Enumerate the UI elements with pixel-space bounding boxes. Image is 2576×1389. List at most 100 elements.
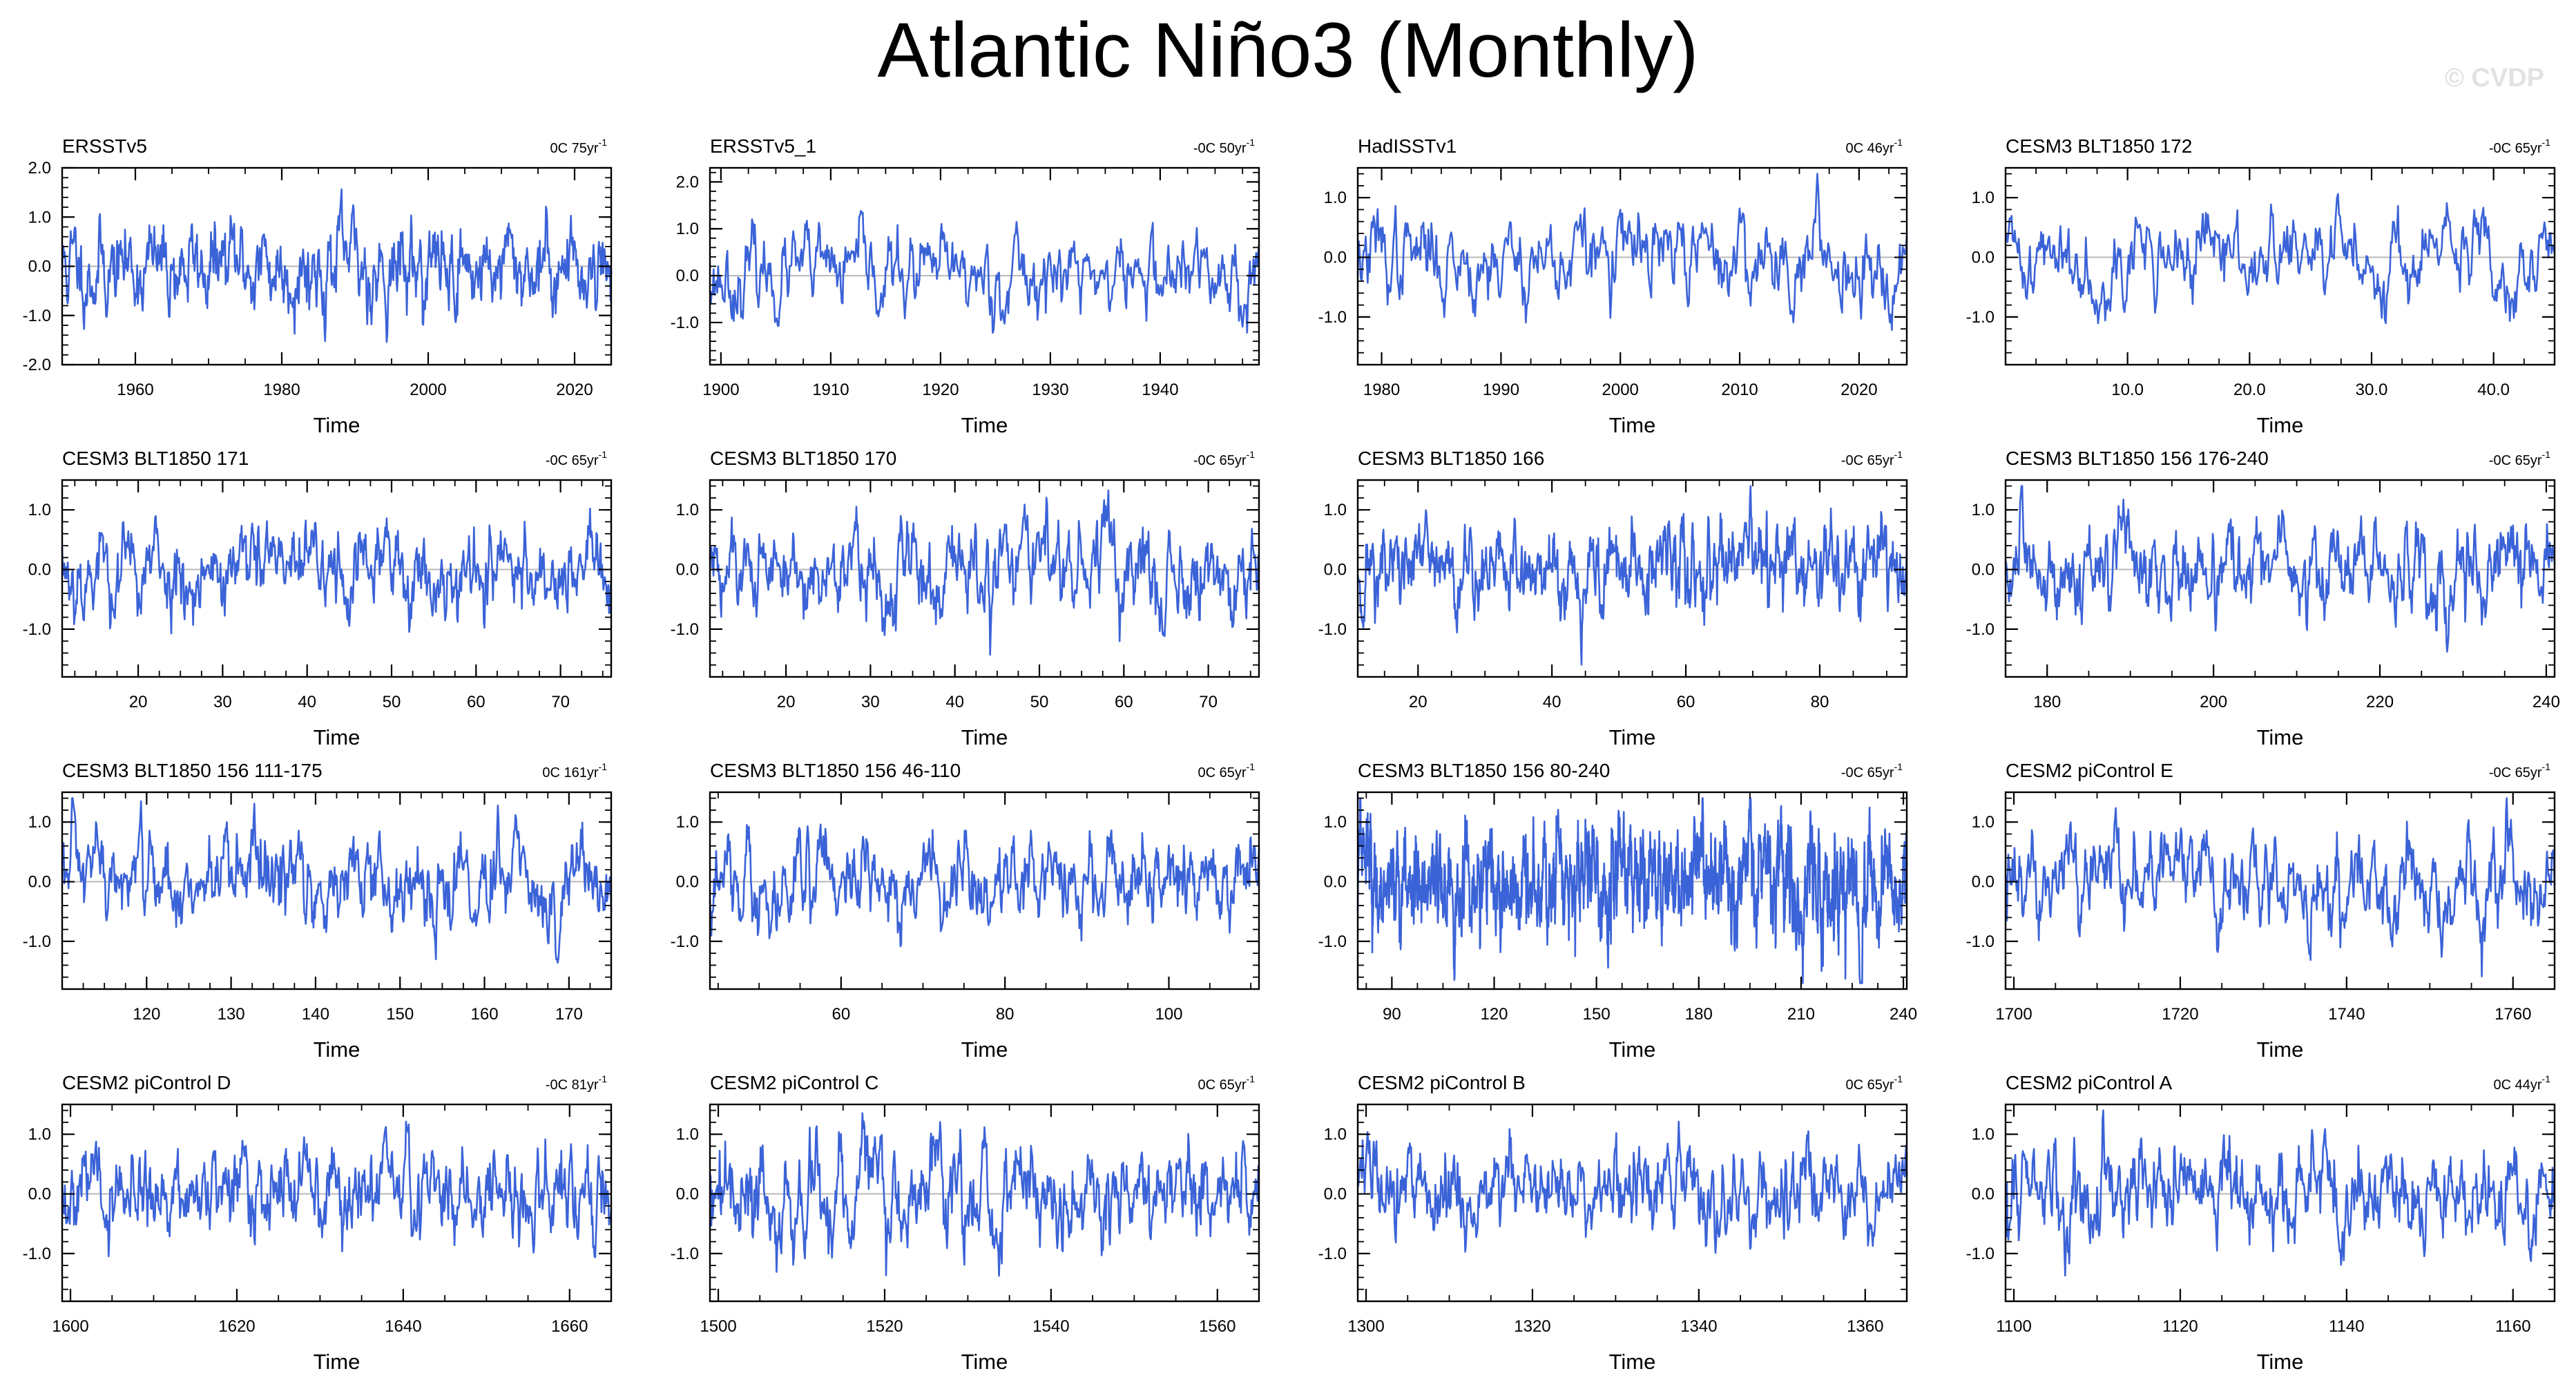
x-tick-label: 1960 [117,381,153,399]
chart-panel: 1960 1980 2000 2020 -2.0 -1.0 0.0 1.0 2.0 ERSSTv5… [23,135,613,437]
panel-stat: -0C 65yr-1 [1841,449,1903,468]
panel-title: CESM2 piControl C [710,1072,878,1093]
plot-frame [61,1103,613,1303]
series-line [709,1112,1260,1277]
series-line [61,797,613,964]
y-tick-label: -1.0 [1318,932,1347,951]
x-tick-label: 40 [298,693,316,711]
series-line [709,823,1260,948]
x-tick-label: 60 [1677,693,1695,711]
y-tick-label: -1.0 [1966,620,1995,639]
x-tick-label: 30 [861,693,880,711]
series-line [1356,1120,1908,1254]
chart-panel: 1980 1990 2000 2010 2020 -1.0 0.0 1.0 HadISSTv1 0… [1318,135,1908,437]
x-tick-label: 10.0 [2111,381,2144,399]
x-tick-label: 1600 [52,1317,88,1336]
x-axis-label: Time [314,1037,361,1062]
y-tick-label: 0.0 [1324,873,1347,892]
x-tick-label: 20 [777,693,796,711]
y-tick-label: 0.0 [1324,561,1347,579]
x-tick-label: 1500 [700,1317,736,1336]
series-line [2004,193,2556,325]
y-tick-label: 0.0 [28,258,51,276]
x-tick-label: 100 [1155,1005,1182,1024]
chart-panel: 10.0 20.0 30.0 40.0 -1.0 0.0 1.0 CESM3 BLT1850 … [1966,135,2556,437]
x-axis-label: Time [2257,413,2304,437]
x-tick-label: 20 [1409,693,1428,711]
x-axis-label: Time [314,1350,361,1374]
panel-stat: 0C 75yr-1 [550,137,608,156]
x-tick-label: 1320 [1514,1317,1550,1336]
y-tick-label: 1.0 [1324,813,1347,832]
panel-stat: 0C 65yr-1 [1846,1073,1903,1093]
x-tick-label: 120 [133,1005,160,1024]
y-tick-label: -1.0 [671,1245,699,1263]
chart-panel: 90 120 150 180 210 240 -1.0 0.0 1.0 CESM3 BLT1850… [1318,760,1917,1062]
x-tick-label: 170 [555,1005,583,1024]
x-tick-label: 160 [471,1005,499,1024]
y-tick-label: 2.0 [676,173,699,191]
x-tick-label: 150 [1583,1005,1611,1024]
x-tick-label: 1640 [385,1317,421,1336]
chart-panel: 120 130 140 150 160 170 -1.0 0.0 1.0 CESM3 BLT185… [23,760,613,1062]
x-axis-label: Time [2257,1037,2304,1062]
panel-stat-exponent: -1 [599,1073,608,1084]
x-axis-label: Time [2257,725,2304,749]
y-tick-label: 0.0 [1972,873,1995,892]
plot-frame [1356,479,1908,678]
x-tick-label: 1980 [263,381,300,399]
y-tick-label: 0.0 [676,267,699,285]
chart-panel: 180 200 220 240 -1.0 0.0 1.0 CESM3 BLT1850 156 … [1966,448,2560,749]
x-tick-label: 90 [1383,1005,1401,1024]
x-tick-label: 1930 [1032,381,1068,399]
y-tick-label: -1.0 [671,314,699,332]
series-line [61,1120,613,1258]
y-tick-label: 0.0 [28,1185,51,1204]
y-tick-label: -1.0 [23,932,51,951]
x-tick-label: 1660 [551,1317,588,1336]
x-tick-label: 240 [1890,1005,1917,1024]
y-tick-label: 1.0 [1324,189,1347,207]
x-tick-label: 1900 [702,381,739,399]
plot-frame [2004,791,2556,990]
chart-panel: 1500 1520 1540 1560 -1.0 0.0 1.0 CESM2 piContro… [671,1072,1260,1374]
page-title: Atlantic Niño3 (Monthly) [877,7,1699,93]
x-tick-label: 1620 [218,1317,255,1336]
x-tick-label: 1700 [1995,1005,2032,1024]
panel-title: CESM2 piControl D [62,1072,231,1093]
plot-frame [709,1103,1260,1303]
y-tick-label: 0.0 [28,873,51,892]
series-line [709,209,1260,334]
panel-stat: 0C 161yr-1 [542,761,607,780]
panel-title: CESM3 BLT1850 156 111-175 [62,760,323,781]
x-tick-label: 1740 [2328,1005,2365,1024]
y-tick-label: 1.0 [676,1125,699,1144]
x-tick-label: 60 [1115,693,1133,711]
y-tick-label: 1.0 [676,220,699,238]
panel-stat-exponent: -1 [599,761,608,772]
x-axis-label: Time [961,1037,1008,1062]
x-tick-label: 2020 [1840,381,1877,399]
y-tick-label: -1.0 [1966,308,1995,327]
chart-panel: 60 80 100 -1.0 0.0 1.0 CESM3 BLT1850 156 46-11… [671,760,1260,1062]
x-tick-label: 70 [1199,693,1218,711]
y-tick-label: 1.0 [28,1125,51,1144]
panel-title: ERSSTv5_1 [710,135,816,157]
panel-title: CESM3 BLT1850 170 [710,448,896,469]
y-tick-label: 1.0 [676,501,699,519]
panel-stat: -0C 65yr-1 [546,449,607,468]
x-tick-label: 40 [945,693,964,711]
y-tick-label: -1.0 [671,932,699,951]
y-tick-label: -1.0 [23,307,51,325]
x-tick-label: 1140 [2329,1317,2365,1336]
panel-stat: -0C 81yr-1 [546,1073,607,1093]
x-tick-label: 30.0 [2356,381,2388,399]
y-tick-label: 1.0 [1972,1125,1995,1144]
x-axis-label: Time [1609,1037,1656,1062]
panel-title: HadISSTv1 [1358,135,1457,157]
y-tick-label: 1.0 [1972,189,1995,207]
panel-stat-exponent: -1 [2542,449,2551,460]
x-tick-label: 240 [2532,693,2560,711]
panel-stat: 0C 46yr-1 [1846,137,1903,156]
